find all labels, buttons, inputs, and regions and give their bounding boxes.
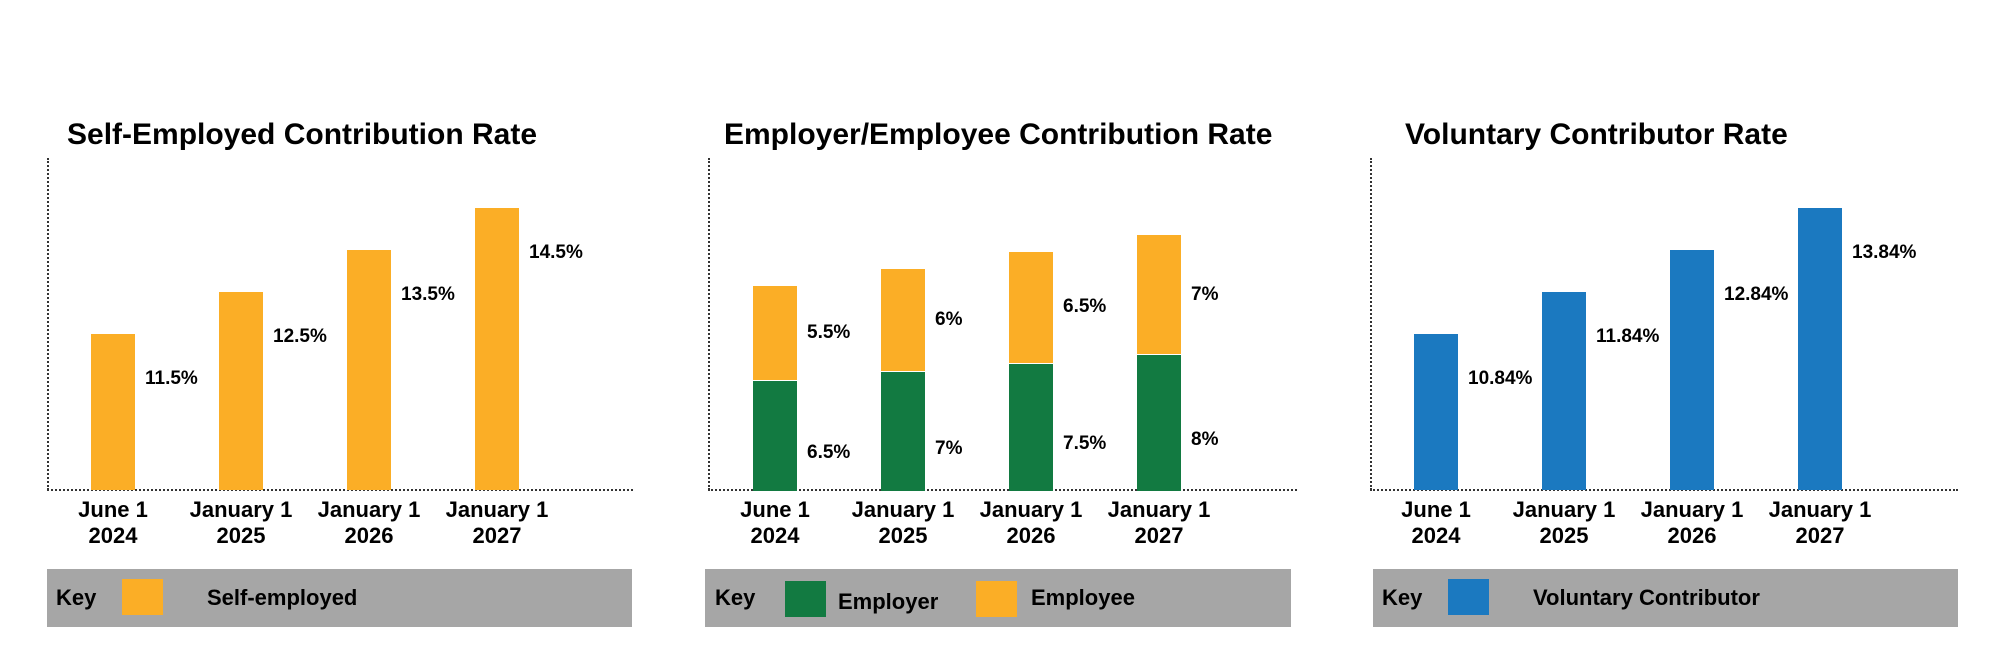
- x-tick-label-line: January 1: [445, 497, 549, 522]
- data-label-employer: 8%: [1191, 429, 1219, 450]
- data-label: 13.84%: [1852, 242, 1917, 264]
- data-label: 12.84%: [1724, 284, 1789, 306]
- plot-area-employer-employee: 6.5% 5.5% June 1 2024 7% 6% January 1 2025 7.5% 6…: [705, 235, 1229, 549]
- x-tick-label-line: 2026: [1667, 523, 1717, 548]
- bar-employee: [753, 286, 797, 380]
- x-tick-label-line: 2024: [750, 523, 800, 548]
- bar-employer: [1137, 354, 1181, 491]
- x-tick-label-line: January 1: [1640, 497, 1744, 522]
- x-tick-label: January 1 2027: [427, 497, 567, 549]
- data-label-employee: 6.5%: [1063, 296, 1107, 318]
- x-axis-line: [708, 489, 1297, 491]
- x-tick-label-line: 2026: [344, 523, 394, 548]
- x-tick-label-line: January 1: [979, 497, 1083, 522]
- x-tick-label-line: 2024: [88, 523, 138, 548]
- bar-employee: [881, 269, 925, 371]
- x-tick-label: June 1 2024: [1366, 497, 1506, 549]
- x-tick-label-line: 2025: [216, 523, 266, 548]
- legend-voluntary: Key Voluntary Contributor: [1373, 569, 1958, 627]
- data-label: 10.84%: [1468, 368, 1533, 390]
- x-tick-label-line: January 1: [317, 497, 421, 522]
- legend-title: Key: [1382, 585, 1423, 610]
- x-tick-label-line: January 1: [851, 497, 955, 522]
- x-tick-label: January 1 2026: [961, 497, 1101, 549]
- bar: [1542, 292, 1586, 490]
- bar: [475, 208, 519, 490]
- x-tick-label-line: January 1: [189, 497, 293, 522]
- x-tick-label-line: 2025: [878, 523, 928, 548]
- x-tick-label: January 1 2026: [1622, 497, 1762, 549]
- x-tick-label-line: 2026: [1006, 523, 1056, 548]
- x-tick-label: June 1 2024: [705, 497, 845, 549]
- bar-employer: [753, 379, 797, 491]
- y-axis-line: [1370, 158, 1372, 490]
- data-label-employee: 7%: [1191, 283, 1219, 305]
- bar: [1798, 208, 1842, 490]
- bar: [1670, 250, 1714, 490]
- x-tick-label-line: 2027: [472, 523, 522, 548]
- chart-title-voluntary: Voluntary Contributor Rate: [1405, 118, 1788, 151]
- x-tick-label: June 1 2024: [43, 497, 183, 549]
- bar-employee: [1009, 252, 1053, 363]
- legend-title: Key: [715, 585, 756, 610]
- bar-employee: [1137, 235, 1181, 354]
- bar: [1414, 334, 1458, 490]
- legend-swatch-self-employed: [122, 579, 163, 615]
- legend-swatch-employee: [976, 581, 1017, 617]
- plot-area-self-employed: 11.5% June 1 2024 12.5% January 1 2025 13.5% Ja…: [0, 0, 650, 560]
- x-tick-label-line: June 1: [78, 497, 148, 522]
- x-tick-label: January 1 2025: [171, 497, 311, 549]
- data-label-employer: 7%: [935, 437, 963, 459]
- x-tick-label: January 1 2025: [1494, 497, 1634, 549]
- bar: [219, 292, 263, 490]
- legend-swatch-employer: [785, 581, 826, 617]
- x-tick-label-line: January 1: [1768, 497, 1872, 522]
- x-tick-label-line: 2024: [1411, 523, 1461, 548]
- chart-title-employer-employee: Employer/Employee Contribution Rate: [724, 118, 1273, 151]
- bar: [347, 250, 391, 490]
- x-tick-label-line: June 1: [740, 497, 810, 522]
- legend-title: Key: [56, 585, 97, 610]
- legend-employer-employee: Key Employer Employee: [705, 569, 1291, 627]
- data-label: 14.5%: [529, 242, 583, 264]
- y-axis-line: [708, 158, 710, 490]
- data-label-employer: 6.5%: [807, 441, 851, 463]
- legend-label-employer: Employer: [838, 589, 939, 614]
- x-tick-label: January 1 2026: [299, 497, 439, 549]
- x-tick-label-line: 2027: [1134, 523, 1184, 548]
- data-label: 12.5%: [273, 326, 327, 348]
- bar-employer: [1009, 362, 1053, 491]
- x-tick-label-line: January 1: [1512, 497, 1616, 522]
- data-label-employer: 7.5%: [1063, 433, 1107, 455]
- data-label-employee: 5.5%: [807, 321, 851, 343]
- x-tick-label-line: 2027: [1795, 523, 1845, 548]
- plot-area-voluntary: 10.84% June 1 2024 11.84% January 1 2025 12.84…: [1366, 208, 1917, 549]
- legend-self-employed: Key Self-employed: [47, 569, 632, 627]
- legend-label-voluntary: Voluntary Contributor: [1533, 585, 1760, 610]
- bar: [91, 334, 135, 490]
- x-tick-label: January 1 2027: [1750, 497, 1890, 549]
- x-tick-label-line: June 1: [1401, 497, 1471, 522]
- data-label: 11.5%: [145, 368, 198, 390]
- legend-swatch-voluntary: [1448, 579, 1489, 615]
- x-tick-label-line: 2025: [1539, 523, 1589, 548]
- legend-label-self-employed: Self-employed: [207, 585, 358, 610]
- data-label: 11.84%: [1596, 326, 1660, 348]
- x-tick-label: January 1 2025: [833, 497, 973, 549]
- x-axis-line: [1370, 489, 1958, 491]
- legend-label-employee: Employee: [1031, 585, 1135, 610]
- bar-employer: [881, 371, 925, 491]
- y-axis-line: [47, 158, 49, 490]
- x-axis-line: [47, 489, 633, 491]
- chart-title-self-employed: Self-Employed Contribution Rate: [67, 118, 538, 151]
- data-label: 13.5%: [401, 284, 455, 306]
- x-tick-label: January 1 2027: [1089, 497, 1229, 549]
- x-tick-label-line: January 1: [1107, 497, 1211, 522]
- data-label-employee: 6%: [935, 309, 963, 330]
